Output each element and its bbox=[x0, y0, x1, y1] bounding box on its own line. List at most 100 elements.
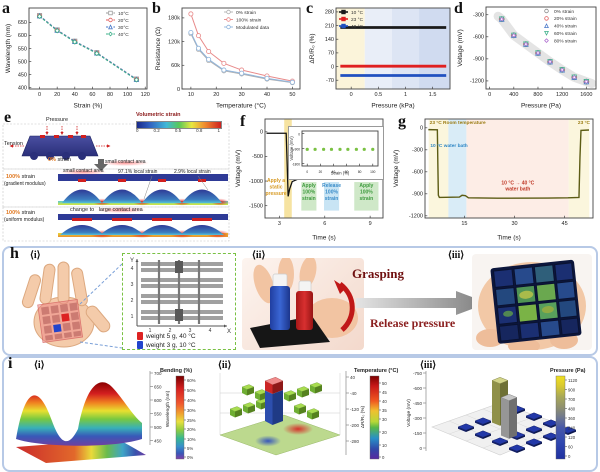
pressure-label: Pressure bbox=[46, 117, 69, 123]
svg-text:-300: -300 bbox=[473, 13, 484, 19]
svg-text:1600: 1600 bbox=[580, 92, 592, 98]
strain-0-pct: 0% bbox=[48, 157, 56, 163]
svg-text:Apply: Apply bbox=[359, 183, 373, 189]
i3-ztick: -600 bbox=[413, 386, 423, 391]
chart-voltage-vs-time-temperature: 15 30 45 0 -300 -600 -900 -1200 Time (s) Voltage … bbox=[393, 118, 594, 242]
svg-text:-70: -70 bbox=[326, 78, 334, 84]
release-pressure-arrow bbox=[356, 291, 488, 315]
panel-i-sub-iii: ⟨iii⟩ bbox=[420, 360, 437, 371]
panel-d: d 0 400 800 1200 1600 -300 -600 -900 -1200 Pressu… bbox=[454, 1, 600, 110]
svg-text:30°C: 30°C bbox=[118, 25, 129, 31]
panel-b: b 10 20 30 40 50 0 60k 120k 180k Temperature (°C)… bbox=[152, 0, 304, 110]
svg-text:Voltage (mV): Voltage (mV) bbox=[457, 29, 464, 67]
temp-cb-label: 40 bbox=[382, 399, 387, 404]
svg-text:Voltage (mV): Voltage (mV) bbox=[393, 150, 400, 188]
svg-text:40: 40 bbox=[72, 92, 78, 98]
photo-grasping-vials bbox=[242, 258, 364, 350]
i2-ztick: -120 bbox=[350, 407, 360, 412]
svg-text:0: 0 bbox=[298, 132, 300, 136]
grid-ytick: 2 bbox=[131, 298, 134, 304]
grid-y-label: Y bbox=[130, 258, 134, 264]
i1-zlabel: Wavelength (nm) bbox=[165, 390, 171, 427]
i3-ztick: -750 bbox=[413, 371, 423, 376]
panel-f-inset: 0 20 40 60 80 100 0 -900 -1800 Strain (%) Voltage … bbox=[288, 126, 384, 180]
svg-text:60: 60 bbox=[345, 170, 349, 174]
pressure-cb-label: 1120 bbox=[568, 378, 578, 383]
sensor-patch bbox=[37, 298, 84, 344]
hot-weight-cell bbox=[61, 313, 70, 322]
svg-text:Pressure (Pa): Pressure (Pa) bbox=[521, 103, 561, 110]
pressure-cb-label: 480 bbox=[568, 406, 576, 411]
panel-h-label: h bbox=[10, 245, 19, 262]
svg-text:-300: -300 bbox=[412, 148, 423, 154]
svg-text:Temperature (°C): Temperature (°C) bbox=[216, 102, 266, 110]
panel-c-label: c bbox=[306, 0, 314, 17]
panel-g: g 15 30 45 0 -300 -600 -900 -1200 Time (s) Voltag… bbox=[390, 112, 598, 242]
local-strain-97: 97.1% local strain bbox=[118, 169, 158, 175]
i2-ztick: 40 bbox=[350, 375, 356, 380]
pressure-cb-label: 0 bbox=[568, 454, 571, 459]
svg-text:-600: -600 bbox=[412, 170, 423, 176]
svg-text:23 °C Room temperature: 23 °C Room temperature bbox=[430, 120, 486, 126]
svg-text:20: 20 bbox=[213, 92, 219, 98]
released-array-graphics bbox=[476, 259, 586, 350]
small-contact-area-1: small contact area bbox=[102, 159, 149, 166]
svg-text:60k: 60k bbox=[171, 63, 180, 69]
panel-h-sub-i: ⟨i⟩ bbox=[30, 250, 41, 261]
panel-b-label: b bbox=[152, 0, 161, 17]
small-contact-area-2: small contact area bbox=[60, 168, 107, 175]
temperature-colorbar-title: Temperature (°C) bbox=[354, 368, 398, 374]
grid-ytick: 1 bbox=[131, 314, 134, 320]
strain-100-gradient: 100% strain bbox=[6, 174, 35, 180]
svg-text:30: 30 bbox=[239, 92, 245, 98]
i1-ztick: 650 bbox=[154, 384, 162, 389]
i1-ztick: 500 bbox=[154, 425, 162, 430]
svg-text:10: 10 bbox=[188, 92, 194, 98]
svg-text:120: 120 bbox=[141, 92, 150, 98]
svg-text:0: 0 bbox=[488, 92, 491, 98]
svg-text:1: 1 bbox=[404, 92, 407, 98]
svg-text:30: 30 bbox=[511, 221, 517, 227]
svg-text:20°C: 20°C bbox=[118, 18, 129, 24]
svg-text:100: 100 bbox=[123, 92, 132, 98]
pressure-colorbar-title: Pressure (Pa) bbox=[550, 368, 586, 374]
svg-text:20: 20 bbox=[54, 92, 60, 98]
i1-ztick: 550 bbox=[154, 411, 162, 416]
svg-text:40: 40 bbox=[264, 92, 270, 98]
svg-text:Time (s): Time (s) bbox=[312, 235, 336, 242]
temp-cb-label: 45 bbox=[382, 390, 387, 395]
svg-text:400: 400 bbox=[18, 85, 27, 91]
i2-zlabel: ΔR/R₀ (%) bbox=[360, 405, 366, 428]
strain-100-rest: strain bbox=[20, 210, 36, 216]
cb-tick: 0 bbox=[136, 128, 139, 133]
svg-text:10 °C → 40 °C: 10 °C → 40 °C bbox=[501, 180, 534, 186]
svg-text:Time (s): Time (s) bbox=[497, 235, 521, 242]
strain-100-pct: 100% bbox=[6, 174, 21, 180]
uniform-modulus-label: (uniform modulus) bbox=[4, 217, 45, 223]
sensor-grid-schematic: Y 4 3 2 1 1 2 3 4 X bbox=[130, 258, 231, 335]
svg-text:9: 9 bbox=[369, 221, 372, 227]
temp-cb-label: 35 bbox=[382, 408, 387, 413]
svg-text:80% strain: 80% strain bbox=[554, 38, 577, 44]
svg-text:Wavelength (nm): Wavelength (nm) bbox=[5, 24, 12, 73]
i2-ztick: -200 bbox=[350, 423, 360, 428]
svg-text:0% strain: 0% strain bbox=[554, 9, 574, 15]
i1-ztick: 450 bbox=[154, 438, 162, 443]
legend-cold-weight-label: weight 3 g, 10 °C bbox=[146, 341, 196, 349]
svg-text:60% strain: 60% strain bbox=[554, 31, 577, 37]
svg-text:280: 280 bbox=[325, 10, 334, 16]
hand-with-sensor-illustration bbox=[21, 261, 123, 349]
svg-text:23 °C: 23 °C bbox=[351, 17, 364, 23]
pressure-cb-label: 700 bbox=[568, 397, 576, 402]
svg-text:10 °C water bath: 10 °C water bath bbox=[430, 143, 467, 149]
cb-tick: 0.2 bbox=[153, 128, 160, 133]
svg-text:-1500: -1500 bbox=[249, 203, 263, 209]
svg-text:1200: 1200 bbox=[556, 92, 568, 98]
svg-text:45: 45 bbox=[562, 221, 568, 227]
svg-text:0: 0 bbox=[331, 64, 334, 70]
pressure-cb-label: 360 bbox=[568, 416, 576, 421]
svg-text:40°C: 40°C bbox=[118, 32, 129, 38]
i2-ztick: -280 bbox=[350, 439, 360, 444]
svg-text:20: 20 bbox=[319, 170, 323, 174]
